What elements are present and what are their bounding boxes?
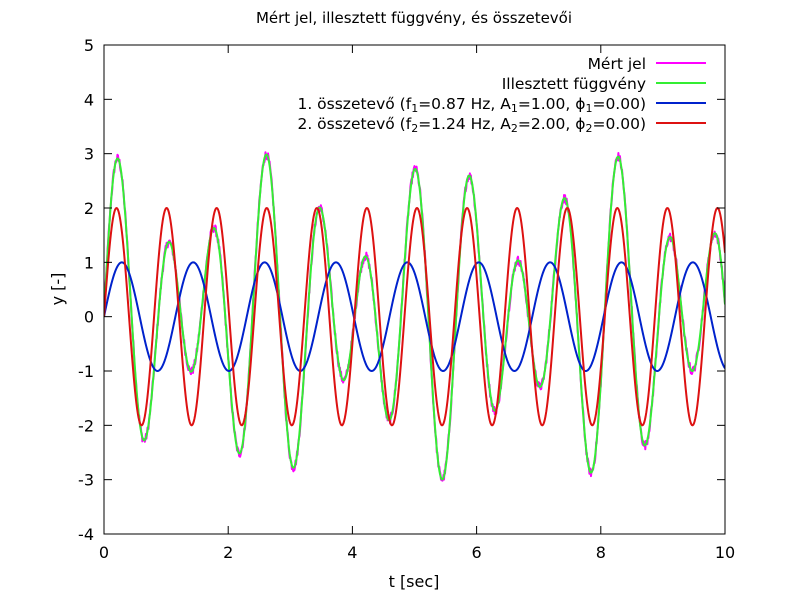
x-tick-label: 2	[223, 543, 233, 562]
x-tick-label: 6	[472, 543, 482, 562]
y-tick-label: -2	[78, 416, 94, 435]
legend-entry-4: 2. összetevő (f2=1.24 Hz, A2=2.00, ϕ2=0.…	[297, 115, 646, 135]
legend-entry-2: Illesztett függvény	[502, 75, 646, 93]
y-tick-label: 1	[84, 253, 94, 272]
y-tick-label: 5	[84, 36, 94, 55]
y-tick-label: 0	[84, 308, 94, 327]
y-tick-label: 3	[84, 145, 94, 164]
axes: 0 2 4 6 8 10 -4 -3 -2 -1 0 1 2 3 4 5	[78, 36, 735, 562]
x-tick-label: 10	[715, 543, 735, 562]
x-tick-label: 0	[99, 543, 109, 562]
plot-area	[104, 151, 725, 482]
chart-title: Mért jel, illesztett függvény, és összet…	[256, 9, 572, 27]
x-axis-label: t [sec]	[389, 572, 440, 591]
y-tick-label: -1	[78, 362, 94, 381]
series-line-2	[104, 153, 725, 481]
legend: Mért jel Illesztett függvény 1. összetevő …	[297, 55, 706, 135]
y-tick-label: 2	[84, 199, 94, 218]
legend-entry-3: 1. összetevő (f1=0.87 Hz, A1=1.00, ϕ1=0.…	[297, 95, 646, 115]
x-tick-label: 4	[347, 543, 357, 562]
series-line-4	[104, 207, 725, 427]
legend-entry-1: Mért jel	[588, 55, 646, 73]
x-tick-label: 8	[596, 543, 606, 562]
y-tick-label: 4	[84, 90, 94, 109]
plot-frame	[103, 44, 726, 535]
y-tick-label: -4	[78, 525, 94, 544]
y-axis-label: y [-]	[48, 273, 67, 306]
series-line-3	[104, 261, 725, 372]
y-tick-label: -3	[78, 471, 94, 490]
